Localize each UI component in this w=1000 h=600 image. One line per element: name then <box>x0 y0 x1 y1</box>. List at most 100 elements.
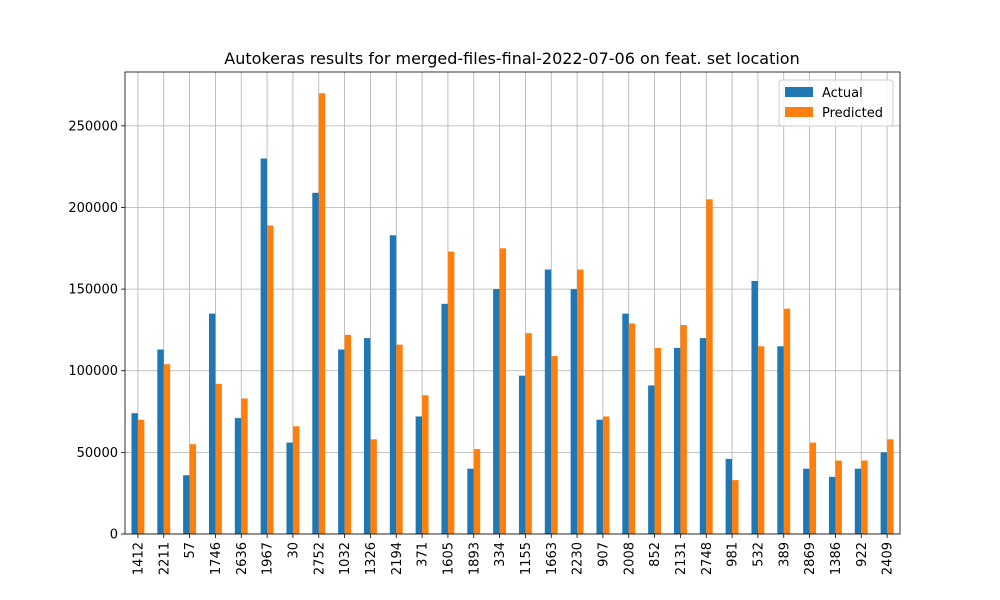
x-tick-label: 2230 <box>571 542 586 575</box>
bar-actual <box>157 349 164 534</box>
bar-predicted <box>654 347 662 534</box>
bar-predicted <box>577 269 584 534</box>
bar-actual <box>286 442 293 534</box>
x-tick-label: 1386 <box>829 542 844 575</box>
bar-predicted <box>370 439 377 534</box>
bar-predicted <box>732 480 739 534</box>
bar-predicted <box>809 442 817 534</box>
x-tick-label: 2636 <box>235 542 250 575</box>
bar-predicted <box>499 248 507 534</box>
x-tick-label: 1663 <box>545 542 560 575</box>
bar-predicted <box>525 333 532 534</box>
x-tick-label: 371 <box>416 542 431 567</box>
y-tick-label: 50000 <box>77 446 118 461</box>
bar-actual <box>518 375 526 534</box>
x-tick-label: 1155 <box>519 542 534 575</box>
bar-predicted <box>267 225 274 535</box>
bar-actual <box>338 349 345 534</box>
legend-label-predicted: Predicted <box>822 106 883 121</box>
bar-actual <box>699 338 707 534</box>
bar-predicted <box>292 426 300 534</box>
axes: 0 50000 100000 150000 200000 250000 1412 2211 57… <box>68 71 901 575</box>
bar-predicted <box>473 449 481 534</box>
bar-actual <box>312 192 319 534</box>
bar-predicted <box>887 439 894 534</box>
bar-actual <box>441 303 448 534</box>
bar-actual <box>363 338 371 534</box>
x-tick-label: 2131 <box>674 542 689 575</box>
legend-label-actual: Actual <box>822 86 863 101</box>
legend: Actual Predicted <box>778 79 894 127</box>
x-tick-label: 1412 <box>131 542 146 575</box>
bar-actual <box>131 413 138 534</box>
bar-predicted <box>137 419 145 534</box>
bar-actual <box>234 418 242 534</box>
x-tick-label: 1032 <box>338 542 353 575</box>
x-tick-label: 1605 <box>441 542 456 575</box>
y-tick-label: 150000 <box>68 283 118 298</box>
bar-predicted <box>602 416 610 534</box>
x-tick-label: 334 <box>493 542 508 567</box>
y-tick-label: 250000 <box>68 119 118 134</box>
x-tick-label: 981 <box>726 542 741 567</box>
bar-actual <box>622 313 629 534</box>
legend-swatch-actual <box>785 87 813 97</box>
y-tick-label: 100000 <box>68 364 118 379</box>
x-tick-label: 57 <box>183 542 198 559</box>
bar-predicted <box>396 344 403 534</box>
bar-actual <box>260 158 268 535</box>
legend-swatch-predicted <box>785 107 813 117</box>
chart-title: Autokeras results for merged-files-final… <box>224 49 799 68</box>
x-tick-label: 2008 <box>622 542 637 575</box>
x-tick-label: 2869 <box>803 542 818 575</box>
bar-actual <box>183 475 190 534</box>
bars <box>131 93 894 535</box>
bar-predicted <box>447 251 455 534</box>
x-tick-label: 2409 <box>881 542 896 575</box>
bar-predicted <box>163 364 171 534</box>
bar-predicted <box>189 444 197 534</box>
bar-actual <box>777 346 784 534</box>
x-tick-label: 532 <box>751 542 766 567</box>
x-tick-label: 1326 <box>364 542 379 575</box>
x-tick-label: 1893 <box>467 542 482 575</box>
bar-actual <box>493 289 500 534</box>
bar-predicted <box>241 398 248 534</box>
bar-predicted <box>628 323 636 534</box>
y-tick-label: 0 <box>110 528 118 543</box>
bar-predicted <box>680 325 687 534</box>
bar-actual <box>673 347 681 534</box>
bar-actual <box>415 416 423 534</box>
bar-predicted <box>344 334 352 534</box>
x-tick-label: 1746 <box>209 542 224 575</box>
y-tick-label: 200000 <box>68 201 118 216</box>
bar-actual <box>854 468 862 534</box>
bar-predicted <box>215 383 222 534</box>
x-tick-label: 907 <box>596 542 611 567</box>
bar-predicted <box>318 93 326 534</box>
x-tick-label: 2748 <box>700 542 715 575</box>
bar-actual <box>880 452 888 534</box>
x-tick-label: 2211 <box>157 542 172 575</box>
x-tick-label: 2194 <box>390 542 405 575</box>
x-tick-label: 1967 <box>261 542 276 575</box>
plot-frame <box>124 71 901 535</box>
bar-predicted <box>551 356 558 534</box>
bar-predicted <box>835 460 842 534</box>
bar-predicted <box>757 346 765 534</box>
bar-actual <box>596 419 603 534</box>
bar-predicted <box>861 460 868 534</box>
x-tick-label: 852 <box>648 542 663 567</box>
x-tick-label: 2752 <box>312 542 327 575</box>
x-tick-label: 389 <box>777 542 792 567</box>
bar-predicted <box>422 395 429 534</box>
bar-actual <box>725 458 733 534</box>
bar-actual <box>751 280 758 534</box>
bar-predicted <box>783 308 791 534</box>
bar-actual <box>803 468 810 534</box>
bar-actual <box>389 235 397 534</box>
x-tick-label: 30 <box>286 542 301 559</box>
bar-actual <box>828 476 836 534</box>
bar-actual <box>208 313 216 534</box>
